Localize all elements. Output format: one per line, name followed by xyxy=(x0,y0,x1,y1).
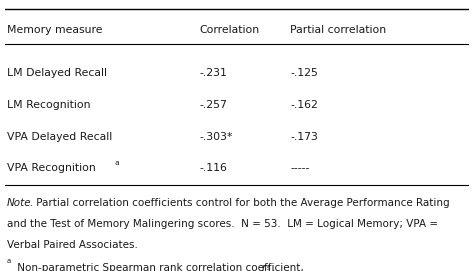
Text: .: . xyxy=(29,198,33,208)
Text: a: a xyxy=(7,258,11,264)
Text: -.162: -.162 xyxy=(291,100,319,110)
Text: -.231: -.231 xyxy=(200,68,228,78)
Text: Verbal Paired Associates.: Verbal Paired Associates. xyxy=(7,240,138,250)
Text: Partial correlation coefficients control for both the Average Performance Rating: Partial correlation coefficients control… xyxy=(33,198,450,208)
Text: a: a xyxy=(115,160,119,166)
Text: Non-parametric Spearman rank correlation coefficient,: Non-parametric Spearman rank correlation… xyxy=(15,263,308,271)
Text: -.257: -.257 xyxy=(200,100,228,110)
Text: -----: ----- xyxy=(291,163,310,173)
Text: Memory measure: Memory measure xyxy=(7,25,102,35)
Text: -.116: -.116 xyxy=(200,163,228,173)
Text: LM Recognition: LM Recognition xyxy=(7,100,91,110)
Text: s: s xyxy=(267,265,270,271)
Text: -.173: -.173 xyxy=(291,131,319,141)
Text: VPA Delayed Recall: VPA Delayed Recall xyxy=(7,131,112,141)
Text: Correlation: Correlation xyxy=(200,25,260,35)
Text: -.303*: -.303* xyxy=(200,131,233,141)
Text: VPA Recognition: VPA Recognition xyxy=(7,163,100,173)
Text: LM Delayed Recall: LM Delayed Recall xyxy=(7,68,107,78)
Text: Partial correlation: Partial correlation xyxy=(291,25,386,35)
Text: Note: Note xyxy=(7,198,32,208)
Text: r: r xyxy=(262,263,266,271)
Text: .: . xyxy=(272,263,275,271)
Text: -.125: -.125 xyxy=(291,68,319,78)
Text: and the Test of Memory Malingering scores.  N = 53.  LM = Logical Memory; VPA =: and the Test of Memory Malingering score… xyxy=(7,219,438,229)
